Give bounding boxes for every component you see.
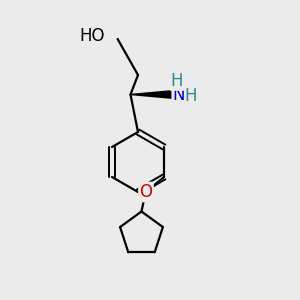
Text: O: O [140,183,152,201]
Text: HO: HO [80,27,105,45]
Text: N: N [172,85,185,103]
Text: H: H [171,72,183,90]
Text: H: H [185,87,197,105]
Polygon shape [130,91,174,98]
